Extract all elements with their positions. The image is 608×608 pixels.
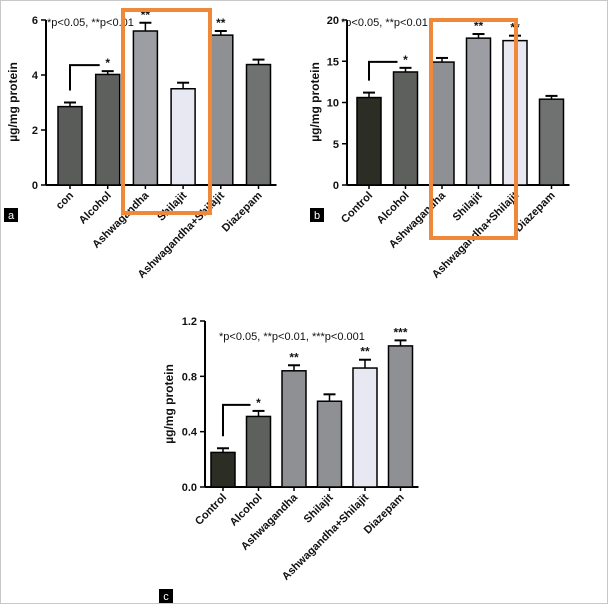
highlight-box	[429, 18, 518, 240]
bar-ashwagandha	[429, 61, 455, 186]
bar-diazepam	[245, 63, 272, 186]
bar-alcohol	[94, 73, 121, 186]
y-axis-label: µg/mg protein	[162, 364, 176, 444]
y-tick-label: 6	[32, 15, 38, 27]
panel-badge	[159, 589, 173, 603]
x-tick-label: Shilajit	[451, 189, 485, 223]
significance-marker: **	[360, 345, 370, 359]
comparison-bracket	[222, 403, 251, 437]
y-tick-label: 0.0	[182, 482, 197, 494]
y-tick-label: 0.4	[182, 427, 198, 439]
x-tick-label: Diazepam	[220, 189, 265, 234]
bar-ashwagandha-shilajit	[352, 367, 378, 488]
panel-letter: a	[8, 210, 15, 222]
significance-marker: *	[403, 53, 408, 67]
bar-diazepam	[538, 98, 565, 186]
x-tick-label: Shilajit	[302, 491, 336, 525]
x-tick-label: Alcohol	[375, 190, 412, 227]
bar-shilajit	[316, 400, 343, 488]
significance-marker: ***	[393, 325, 407, 339]
panel-letter: b	[314, 210, 320, 222]
significance-legend: *p<0.05, **p<0.01	[47, 17, 134, 29]
significance-legend: *p<0.05, **p<0.01	[341, 17, 428, 29]
x-tick-label: Shilajit	[155, 189, 189, 223]
significance-marker: **	[474, 19, 484, 33]
y-tick-label: 15	[327, 56, 339, 68]
significance-legend: *p<0.05, **p<0.01, ***p<0.001	[219, 331, 365, 343]
significance-marker: **	[141, 8, 151, 22]
x-tick-label: Alcohol	[77, 190, 114, 227]
bar-alcohol	[245, 415, 272, 488]
chart-panel-c: 0.00.40.81.2µg/mg proteinControl*Alcohol…	[159, 316, 419, 603]
significance-marker: *	[256, 396, 261, 410]
bar-ashwagandha	[132, 30, 159, 186]
x-tick-label: Control	[193, 492, 229, 528]
bar-control	[356, 96, 382, 186]
comparison-bracket	[368, 60, 398, 81]
y-tick-label: 0	[32, 180, 38, 192]
significance-marker: **	[216, 16, 226, 30]
y-axis-label: µg/mg protein	[6, 62, 20, 142]
bar-shilajit	[170, 88, 196, 186]
bar-ashwagandha	[281, 370, 307, 488]
y-tick-label: 20	[327, 15, 339, 27]
bar-alcohol	[392, 71, 419, 186]
y-tick-label: 2	[32, 125, 38, 137]
x-tick-label: Diazepam	[513, 189, 558, 234]
comparison-bracket	[69, 64, 100, 91]
bar-ashwagandha-shilajit	[208, 34, 234, 186]
x-tick-label: con	[54, 189, 77, 212]
bar-con	[57, 105, 83, 186]
significance-marker: **	[289, 350, 299, 364]
bar-shilajit	[465, 37, 492, 186]
y-tick-label: 0	[333, 180, 339, 192]
panel-letter: c	[163, 591, 169, 603]
x-tick-label: Control	[339, 190, 375, 226]
highlight-box	[121, 8, 212, 215]
y-axis-label: µg/mg protein	[308, 62, 322, 142]
panel-badge	[4, 208, 18, 222]
y-tick-label: 1.2	[182, 316, 197, 328]
panel-badge	[310, 208, 324, 222]
y-tick-label: 10	[327, 98, 339, 110]
bar-control	[210, 451, 236, 488]
y-tick-label: 4	[32, 70, 39, 82]
y-tick-label: 5	[333, 139, 339, 151]
bar-diazepam	[387, 345, 414, 488]
y-tick-label: 0.8	[182, 371, 197, 383]
significance-marker: *	[105, 56, 110, 70]
